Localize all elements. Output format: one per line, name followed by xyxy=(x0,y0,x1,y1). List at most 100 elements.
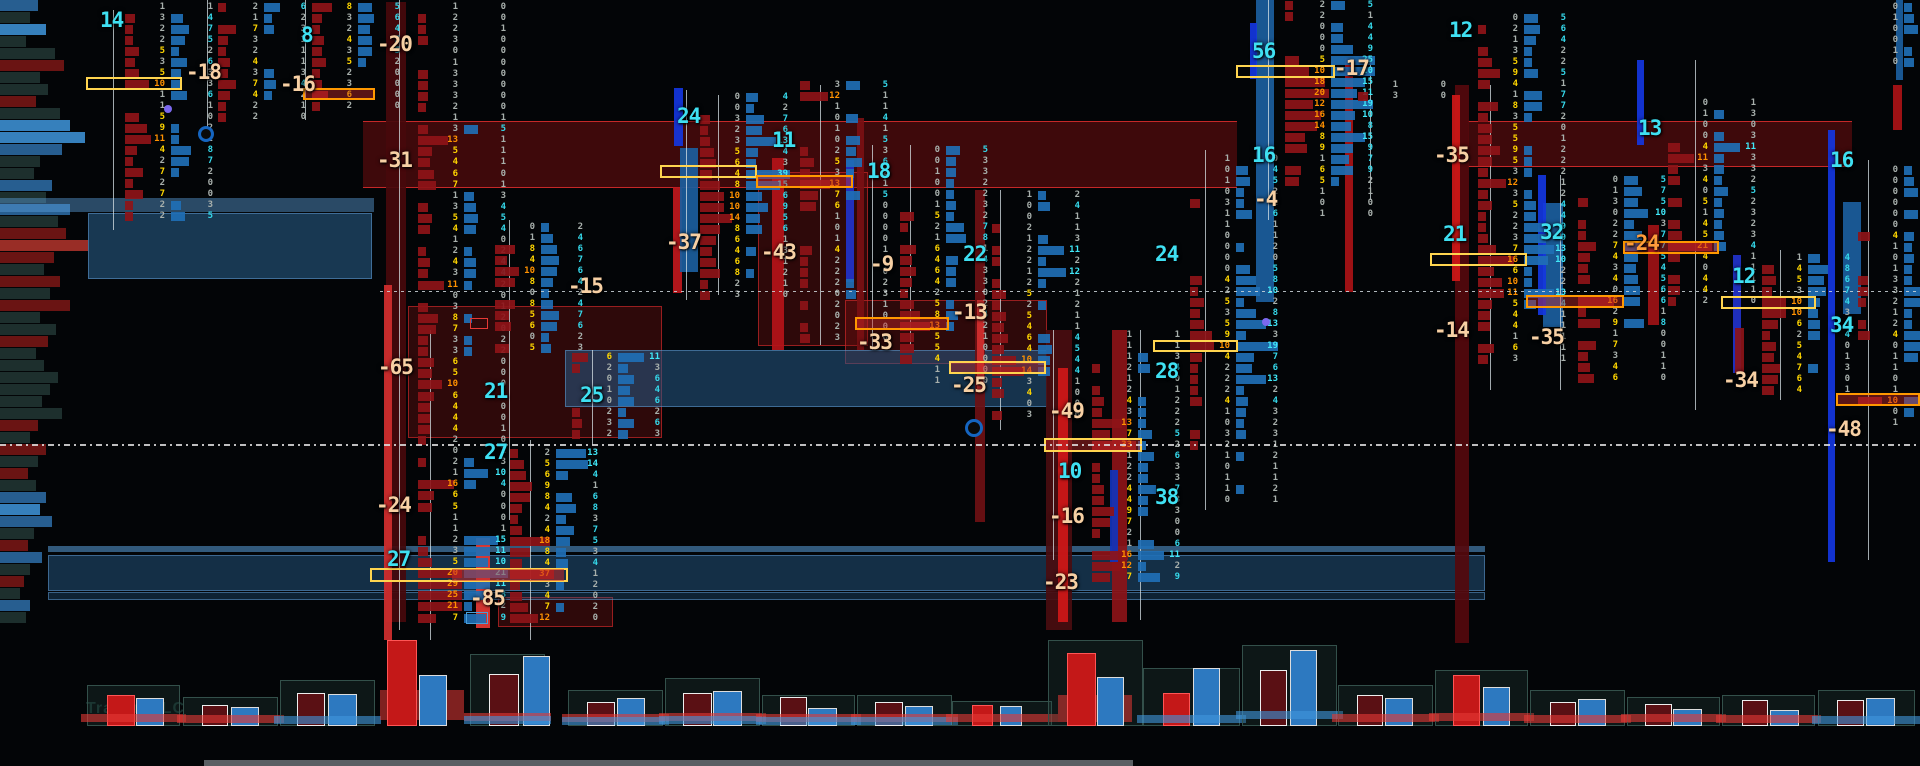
ask-value: 2 xyxy=(1272,187,1278,197)
ask-value: 4 xyxy=(577,299,583,309)
scrollbar-thumb[interactable] xyxy=(204,760,1133,766)
footprint-row: 10 4 xyxy=(992,355,1088,366)
volume-profile-row xyxy=(0,576,24,587)
bid-volume-bar xyxy=(800,301,808,310)
bid-value: 5 xyxy=(1026,289,1032,299)
candle-body xyxy=(1828,130,1835,562)
ask-volume-bar xyxy=(464,591,484,601)
bid-value: 3 xyxy=(606,418,612,428)
ask-value: 8 xyxy=(1272,308,1278,318)
bid-value: 1 xyxy=(452,57,458,68)
footprint-row: 13 xyxy=(1858,13,1920,24)
bid-value: 3 xyxy=(1224,198,1230,208)
ask-volume-bar xyxy=(1808,320,1820,329)
bid-volume-bar xyxy=(700,170,712,179)
ask-volume-bar xyxy=(1138,419,1146,428)
ask-value: 4 xyxy=(1272,396,1278,406)
delta-label: 27 xyxy=(387,547,411,571)
bid-volume-bar xyxy=(1285,78,1325,87)
ask-value: 19 xyxy=(1362,99,1373,109)
bid-volume-bar xyxy=(125,124,147,133)
ask-volume-bar xyxy=(1524,245,1554,254)
footprint-row: 14 5 xyxy=(700,213,796,224)
volume-profile-row xyxy=(0,564,30,575)
delta-label: -65 xyxy=(378,355,414,379)
candle-wick xyxy=(1560,175,1561,390)
ask-value: 5 xyxy=(1174,429,1180,439)
bid-volume-bar xyxy=(800,191,818,200)
bid-value: 9 xyxy=(1126,506,1132,516)
bid-value: 2 xyxy=(1512,222,1518,232)
footprint-row: 4 39 xyxy=(700,169,796,180)
bid-value: 5 xyxy=(452,212,458,223)
bid-value: 2 xyxy=(452,246,458,257)
footprint-row: 13 1 xyxy=(418,135,514,146)
ask-value: 15 xyxy=(777,180,788,190)
bid-value: 0 xyxy=(834,223,840,233)
bid-value: 2 xyxy=(1026,223,1032,233)
bid-value: 5 xyxy=(544,459,550,469)
bid-value: 3 xyxy=(1512,46,1518,56)
bid-volume-bar xyxy=(1668,275,1680,284)
bid-value: 0 xyxy=(934,178,940,188)
bid-value: 2 xyxy=(1612,219,1618,229)
bid-value: 21 xyxy=(1697,241,1708,251)
bid-value: 2 xyxy=(606,363,612,373)
bid-volume-bar xyxy=(418,125,428,135)
bid-value: 8 xyxy=(734,224,740,234)
bid-value: 12 xyxy=(1507,178,1518,188)
ask-value: 5 xyxy=(1660,197,1666,207)
ask-value: 1 xyxy=(1560,79,1566,89)
bid-value: 2 xyxy=(159,211,165,221)
bid-volume-bar xyxy=(510,482,532,491)
volume-profile-row xyxy=(0,24,46,35)
bid-volume-bar xyxy=(1092,408,1102,417)
ask-value: 5 xyxy=(394,35,400,45)
bid-value: 4 xyxy=(1892,231,1898,241)
ask-value: 0 xyxy=(1660,373,1666,383)
ask-volume-bar xyxy=(541,344,551,353)
ask-volume-bar xyxy=(1236,265,1250,274)
ask-volume-bar xyxy=(746,115,764,124)
bid-volume-bar xyxy=(510,548,530,557)
candle-body xyxy=(1250,23,1257,79)
bid-value: 4 xyxy=(1796,264,1802,274)
ask-volume-bar xyxy=(1236,166,1248,175)
ask-volume-bar xyxy=(1808,331,1820,340)
ask-value: 3 xyxy=(300,24,306,34)
ask-volume-bar xyxy=(556,449,586,458)
ask-value: 2 xyxy=(577,288,583,298)
ask-value: 2 xyxy=(1367,176,1373,186)
bid-volume-bar xyxy=(700,137,710,146)
ask-volume-bar xyxy=(556,581,564,590)
ask-value: 2 xyxy=(577,222,583,232)
ask-value: 4 xyxy=(394,24,400,34)
bid-value: 1 xyxy=(452,523,458,534)
bid-volume-bar xyxy=(218,80,236,89)
ask-volume-bar xyxy=(1236,320,1266,329)
ask-value: 5 xyxy=(1660,252,1666,262)
bid-volume-bar xyxy=(495,278,515,287)
sell-volume-bar xyxy=(387,640,417,726)
ask-volume-bar xyxy=(464,191,474,201)
bid-volume-bar xyxy=(418,591,462,601)
bid-value: 4 xyxy=(1026,388,1032,398)
ask-value: 0 xyxy=(500,379,506,390)
footprint-row: 18 15 xyxy=(1285,77,1381,88)
